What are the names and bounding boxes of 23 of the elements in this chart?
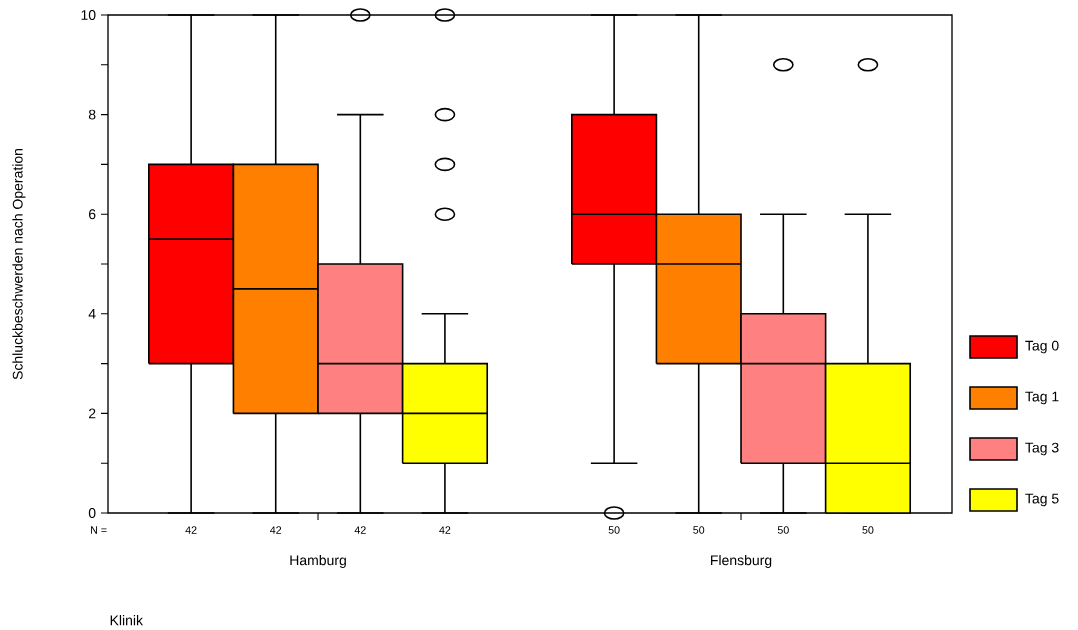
legend-label: Tag 5 [1025, 493, 1059, 507]
y-tick-label: 0 [88, 508, 96, 518]
text: 50 [777, 526, 789, 534]
legend-label: Tag 1 [1025, 391, 1059, 405]
legend-label: Tag 0 [1025, 340, 1059, 354]
y-axis-title: Schluckbeschwerden nach Operation [12, 148, 26, 380]
text: 42 [185, 526, 197, 534]
text: 50 [608, 526, 620, 534]
text: N = [91, 526, 107, 534]
legend-label: Tag 3 [1025, 442, 1059, 456]
y-tick-label: 4 [88, 308, 96, 319]
x-tick-label: Flensburg [711, 554, 772, 568]
text: 50 [862, 526, 874, 534]
x-tick-label: Hamburg [290, 554, 346, 568]
text: 42 [270, 526, 282, 534]
text: 42 [354, 526, 366, 534]
text: 42 [439, 526, 451, 534]
y-tick-label: 2 [89, 408, 96, 419]
y-tick-label: 10 [81, 10, 96, 20]
y-tick-label: 8 [88, 109, 96, 120]
x-axis-title: Klinik [110, 614, 144, 626]
text: 50 [693, 526, 705, 534]
y-tick-label: 6 [89, 209, 96, 220]
